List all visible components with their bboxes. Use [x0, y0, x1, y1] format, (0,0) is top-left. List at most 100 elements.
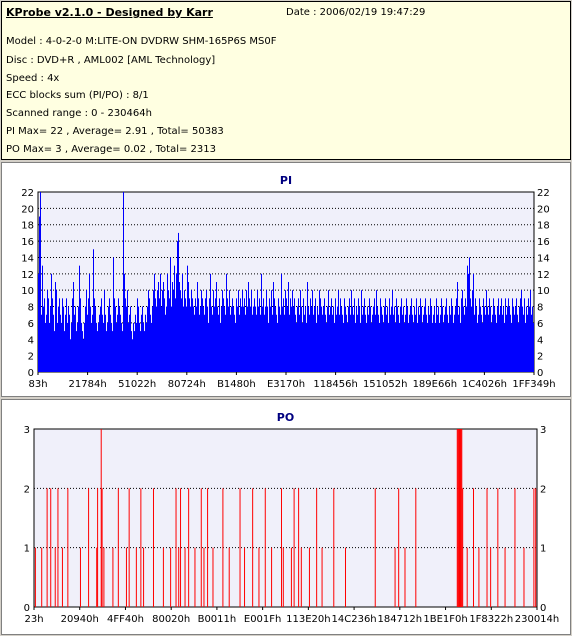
pi-bar: [273, 282, 274, 372]
po-bar: [200, 488, 202, 607]
pi-ytick-left: 10: [21, 286, 34, 297]
po-bar: [117, 488, 119, 607]
pi-ytick-left: 12: [21, 270, 34, 281]
pi-bar: [241, 306, 242, 372]
pi-ytick-right: 14: [537, 253, 550, 264]
po-bar: [523, 547, 525, 607]
pi-bar: [239, 314, 240, 372]
pi-bar: [56, 290, 57, 372]
pi-bar: [472, 290, 473, 372]
pi-bar: [95, 306, 96, 372]
pi-bar: [122, 331, 123, 372]
po-bar: [140, 488, 142, 607]
app-title: KProbe v2.1.0 - Designed by Karr: [6, 6, 213, 19]
pi-bar: [269, 298, 270, 372]
pi-bar: [178, 232, 179, 372]
pi-bar: [530, 290, 531, 372]
pi-bar: [147, 306, 148, 372]
pi-bar: [128, 322, 129, 372]
pi-bar: [452, 306, 453, 372]
pi-bar: [172, 282, 173, 372]
pi-bar: [449, 306, 450, 372]
pi-bar: [351, 290, 352, 372]
pi-bar: [526, 306, 527, 372]
pi-bar: [171, 306, 172, 372]
pi-bar: [263, 298, 264, 372]
pi-bar: [283, 298, 284, 372]
po-bar: [194, 547, 196, 607]
po-bar: [97, 488, 99, 607]
pi-bar: [447, 314, 448, 372]
pi-bar: [260, 314, 261, 372]
po-bar: [535, 488, 537, 607]
pi-bar: [319, 290, 320, 372]
pi-bar: [487, 306, 488, 372]
pi-bar: [508, 298, 509, 372]
pi-bar: [248, 282, 249, 372]
pi-bar: [74, 314, 75, 372]
pi-bar: [218, 314, 219, 372]
pi-bar: [249, 298, 250, 372]
pi-bar: [519, 306, 520, 372]
pi-bar: [308, 306, 309, 372]
pi-bar: [236, 298, 237, 372]
pi-bar: [179, 282, 180, 372]
po-bar: [394, 547, 396, 607]
pi-bar: [511, 322, 512, 372]
po-bar: [67, 488, 69, 607]
pi-bar: [532, 306, 533, 372]
pi-ytick-left: 14: [21, 253, 34, 264]
po-ytick-left: 0: [24, 603, 30, 614]
po-xtick-label: 184712h: [378, 614, 423, 625]
pi-bar: [411, 298, 412, 372]
pi-ytick-left: 0: [28, 368, 34, 379]
pi-bar: [503, 306, 504, 372]
pi-bar: [169, 298, 170, 372]
pi-bar: [453, 322, 454, 372]
po-title: PO: [277, 411, 294, 424]
po-bar: [152, 488, 154, 607]
pi-bar: [129, 314, 130, 372]
pi-bar: [244, 298, 245, 372]
pi-bar: [101, 298, 102, 372]
pi-bar: [67, 322, 68, 372]
pi-bar: [91, 322, 92, 372]
pi-bar: [382, 314, 383, 372]
pi-bar: [388, 322, 389, 372]
po-chart: PO 0 0 1 1 2 2 3 3 23h 20940h 4FF40h 80020h B0011h E00…: [24, 411, 560, 625]
po-bar: [308, 547, 310, 607]
pi-bar: [353, 314, 354, 372]
pi-bar: [257, 290, 258, 372]
pi-bar: [144, 331, 145, 372]
pi-bar: [161, 306, 162, 372]
pi-ytick-right: 20: [537, 204, 550, 215]
pi-bar: [276, 314, 277, 372]
pi-bar: [318, 314, 319, 372]
pi-bar: [192, 298, 193, 372]
pi-bar: [346, 314, 347, 372]
pi-bar: [460, 322, 461, 372]
pi-bar: [446, 298, 447, 372]
pi-bar: [173, 290, 174, 372]
po-bar: [175, 488, 177, 607]
pi-bar: [62, 298, 63, 372]
pi-bar: [170, 257, 171, 372]
po-bar: [222, 488, 224, 607]
pi-bar: [213, 290, 214, 372]
po-bar: [212, 547, 214, 607]
pi-bar: [195, 298, 196, 372]
pi-bar: [153, 290, 154, 372]
pi-bar: [304, 314, 305, 372]
po-bar: [457, 429, 459, 607]
pi-bar: [200, 306, 201, 372]
pi-bar: [132, 339, 133, 372]
po-bar: [333, 488, 335, 607]
pi-bar: [81, 322, 82, 372]
pi-bar: [185, 298, 186, 372]
pi-bar: [114, 298, 115, 372]
info-speed: Speed : 4x: [6, 73, 60, 84]
pi-bar: [166, 306, 167, 372]
pi-bar: [282, 306, 283, 372]
pi-bar: [43, 306, 44, 372]
pi-bar: [280, 314, 281, 372]
